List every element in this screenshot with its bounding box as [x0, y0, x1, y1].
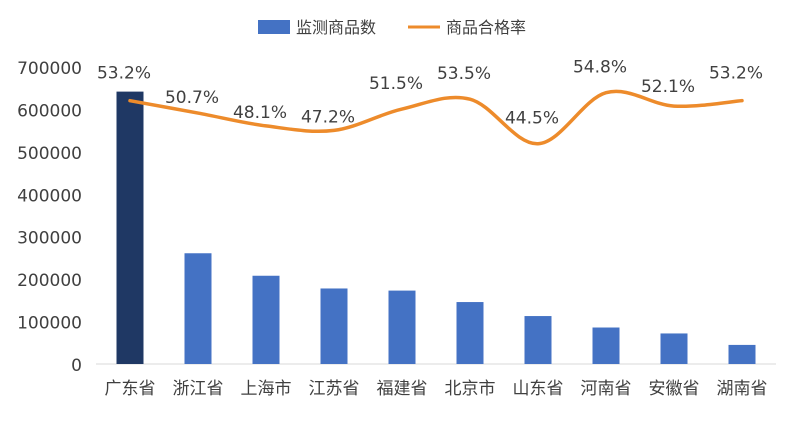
x-tick-label: 安徽省	[649, 379, 700, 399]
y-tick-label: 300000	[17, 229, 82, 249]
rate-data-label: 48.1%	[233, 103, 287, 123]
rate-line-path	[128, 89, 744, 146]
rate-data-label: 53.2%	[709, 64, 763, 84]
bar-江苏省	[320, 288, 348, 364]
rate-data-label: 51.5%	[369, 74, 423, 94]
y-tick-label: 200000	[17, 271, 82, 291]
y-tick-label: 600000	[17, 101, 82, 121]
bar-河南省	[592, 327, 620, 364]
bar-浙江省	[184, 253, 212, 364]
x-tick-label: 江苏省	[309, 379, 360, 399]
y-tick-label: 700000	[17, 59, 82, 79]
rate-data-label: 52.1%	[641, 77, 695, 97]
y-tick-label: 500000	[17, 144, 82, 164]
bar-福建省	[388, 290, 416, 364]
x-tick-label: 浙江省	[173, 379, 224, 399]
bars	[116, 91, 756, 364]
legend-line-label: 商品合格率	[446, 18, 526, 37]
x-tick-label: 山东省	[513, 379, 564, 399]
rate-data-label: 53.2%	[97, 64, 151, 84]
y-tick-label: 100000	[17, 314, 82, 334]
x-tick-label: 广东省	[105, 379, 156, 399]
x-tick-label: 上海市	[241, 379, 292, 399]
x-tick-label: 北京市	[445, 379, 496, 399]
x-tick-label: 河南省	[581, 379, 632, 399]
bar-上海市	[252, 275, 280, 364]
legend: 监测商品数 商品合格率	[258, 18, 526, 37]
bar-安徽省	[660, 333, 688, 364]
rate-line	[128, 89, 744, 146]
bar-北京市	[456, 302, 484, 364]
y-tick-label: 0	[71, 356, 82, 376]
legend-bar-label: 监测商品数	[296, 18, 376, 37]
x-axis-labels: 广东省 浙江省 上海市 江苏省 福建省 北京市 山东省 河南省 安徽省 湖南省	[105, 379, 768, 399]
y-tick-label: 400000	[17, 186, 82, 206]
y-axis: 0 100000 200000 300000 400000 500000 600000 700…	[17, 59, 82, 376]
x-tick-label: 福建省	[377, 379, 428, 399]
rate-data-label: 47.2%	[301, 107, 355, 127]
legend-bar-swatch	[258, 20, 290, 34]
rate-data-label: 54.8%	[573, 58, 627, 78]
rate-data-label: 53.5%	[437, 64, 491, 84]
rate-data-label: 50.7%	[165, 88, 219, 108]
bar-湖南省	[728, 344, 756, 364]
data-labels: 53.2% 50.7% 48.1% 47.2% 51.5% 53.5% 44.5% 54.8%…	[97, 58, 763, 129]
bar-广东省	[116, 91, 144, 364]
x-tick-label: 湖南省	[717, 379, 768, 399]
bar-山东省	[524, 316, 552, 364]
rate-data-label: 44.5%	[505, 109, 559, 129]
